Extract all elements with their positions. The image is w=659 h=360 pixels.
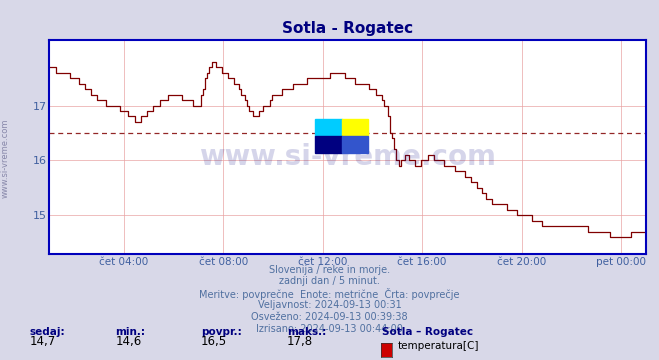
Text: Meritve: povprečne  Enote: metrične  Črta: povprečje: Meritve: povprečne Enote: metrične Črta:…	[199, 288, 460, 300]
Text: Osveženo: 2024-09-13 00:39:38: Osveženo: 2024-09-13 00:39:38	[251, 312, 408, 322]
Text: min.:: min.:	[115, 327, 146, 337]
Bar	[341, 136, 368, 153]
Text: povpr.:: povpr.:	[201, 327, 242, 337]
Bar	[315, 119, 341, 136]
Text: 14,7: 14,7	[30, 336, 56, 348]
Text: Veljavnost: 2024-09-13 00:31: Veljavnost: 2024-09-13 00:31	[258, 300, 401, 310]
Text: www.si-vreme.com: www.si-vreme.com	[1, 119, 10, 198]
Text: Sotla – Rogatec: Sotla – Rogatec	[382, 327, 473, 337]
Text: sedaj:: sedaj:	[30, 327, 65, 337]
Bar	[315, 136, 341, 153]
Text: www.si-vreme.com: www.si-vreme.com	[199, 143, 496, 171]
Text: Slovenija / reke in morje.: Slovenija / reke in morje.	[269, 265, 390, 275]
Bar	[341, 119, 368, 136]
Text: 14,6: 14,6	[115, 336, 142, 348]
Title: Sotla - Rogatec: Sotla - Rogatec	[282, 21, 413, 36]
Text: temperatura[C]: temperatura[C]	[397, 341, 479, 351]
Text: maks.:: maks.:	[287, 327, 326, 337]
Text: 16,5: 16,5	[201, 336, 227, 348]
Text: Izrisano: 2024-09-13 00:44:00: Izrisano: 2024-09-13 00:44:00	[256, 324, 403, 334]
Text: zadnji dan / 5 minut.: zadnji dan / 5 minut.	[279, 276, 380, 287]
Text: 17,8: 17,8	[287, 336, 313, 348]
